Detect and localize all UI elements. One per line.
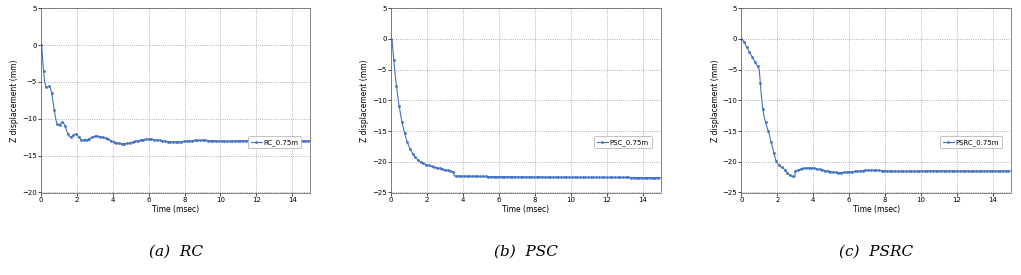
RC_0.75m xyxy=(199,139,211,142)
PSRC_0.75m xyxy=(908,170,920,173)
Y-axis label: Z displacement (mm): Z displacement (mm) xyxy=(360,59,370,142)
Line: RC_0.75m: RC_0.75m xyxy=(40,44,311,145)
RC_0.75m xyxy=(268,139,280,143)
RC_0.75m xyxy=(239,139,251,142)
PSC_0.75m xyxy=(401,141,414,145)
PSC_0.75m xyxy=(589,176,601,179)
X-axis label: Time (msec): Time (msec) xyxy=(152,205,199,215)
RC_0.75m xyxy=(206,139,218,142)
PSC_0.75m xyxy=(541,175,553,179)
Y-axis label: Z displacement (mm): Z displacement (mm) xyxy=(10,59,19,142)
RC_0.75m xyxy=(116,142,129,145)
PSRC_0.75m xyxy=(892,170,905,173)
Text: (a)  RC: (a) RC xyxy=(148,245,202,259)
PSC_0.75m xyxy=(385,37,397,41)
X-axis label: Time (msec): Time (msec) xyxy=(853,205,900,215)
PSRC_0.75m xyxy=(968,169,980,173)
Legend: RC_0.75m: RC_0.75m xyxy=(248,136,301,148)
X-axis label: Time (msec): Time (msec) xyxy=(502,205,549,215)
RC_0.75m xyxy=(35,43,47,47)
Text: (b)  PSC: (b) PSC xyxy=(494,245,557,259)
Line: PSRC_0.75m: PSRC_0.75m xyxy=(740,38,1012,178)
PSRC_0.75m xyxy=(751,65,764,69)
PSRC_0.75m xyxy=(735,37,747,41)
PSRC_0.75m xyxy=(1005,169,1017,173)
PSRC_0.75m xyxy=(940,169,953,173)
PSC_0.75m xyxy=(654,176,667,179)
Line: PSC_0.75m: PSC_0.75m xyxy=(390,38,662,179)
PSC_0.75m xyxy=(556,175,569,179)
RC_0.75m xyxy=(192,139,204,142)
Legend: PSRC_0.75m: PSRC_0.75m xyxy=(940,136,1002,148)
RC_0.75m xyxy=(51,123,63,126)
RC_0.75m xyxy=(304,139,317,142)
PSC_0.75m xyxy=(548,175,561,179)
PSRC_0.75m xyxy=(900,170,912,173)
Legend: PSC_0.75m: PSC_0.75m xyxy=(594,136,651,148)
PSRC_0.75m xyxy=(789,175,801,178)
Y-axis label: Z displacement (mm): Z displacement (mm) xyxy=(711,59,720,142)
Text: (c)  PSRC: (c) PSRC xyxy=(839,245,913,259)
PSC_0.75m xyxy=(617,176,629,179)
